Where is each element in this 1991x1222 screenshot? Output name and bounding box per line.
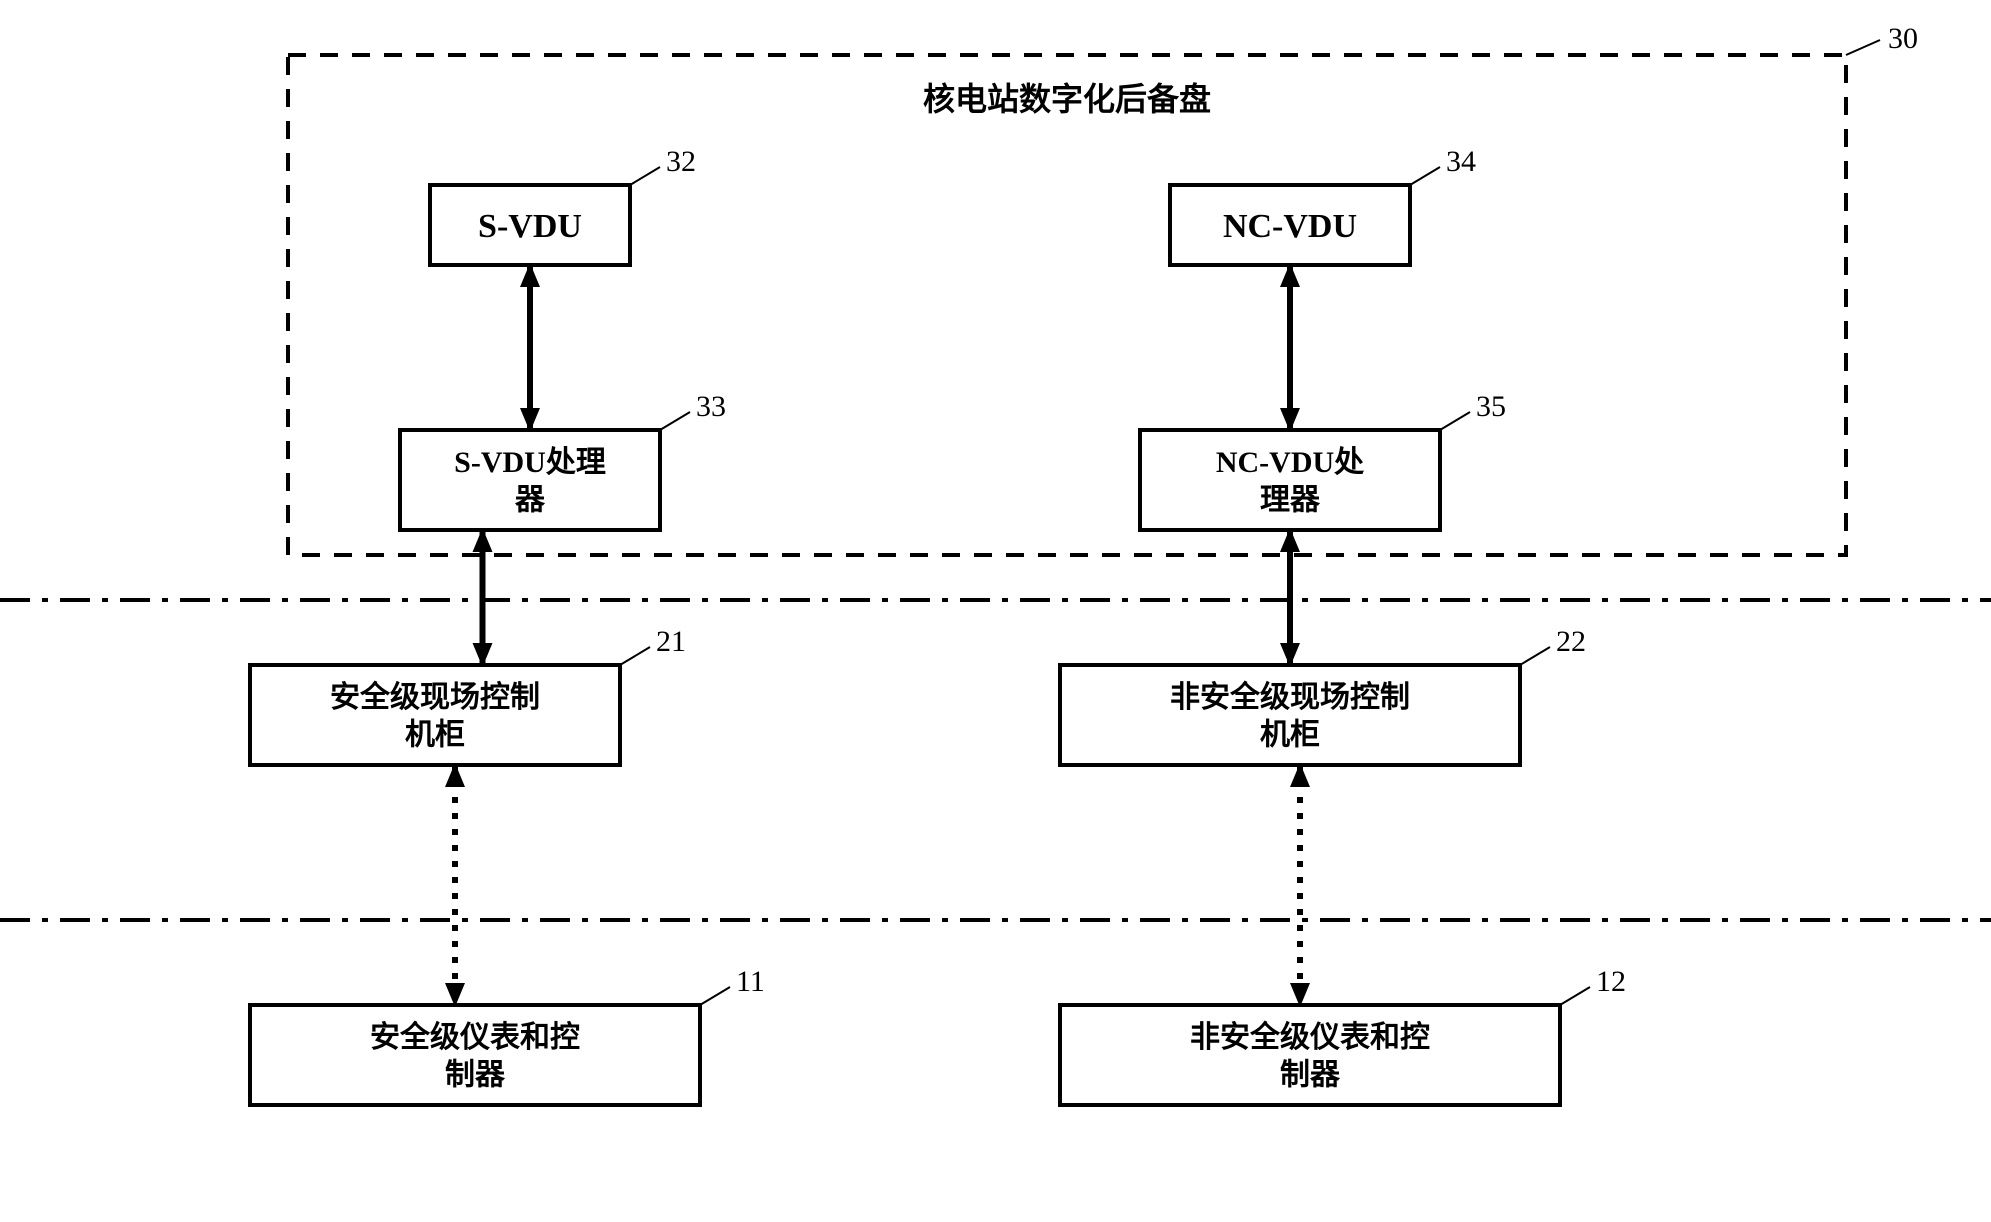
callout-label-11: 11 bbox=[736, 965, 765, 998]
callout-tick bbox=[1846, 40, 1880, 55]
callout-tick-ncvdu bbox=[1410, 167, 1440, 185]
node-label-svdup-line2: 器 bbox=[514, 483, 546, 516]
node-label-nsafecab-line2: 机柜 bbox=[1260, 718, 1320, 751]
node-label-nsafeinst-line1: 非安全级仪表和控 bbox=[1190, 1020, 1430, 1054]
node-label-safeinst-line1: 安全级仪表和控 bbox=[370, 1020, 580, 1054]
callout-label-21: 21 bbox=[656, 625, 686, 658]
node-label-safeinst-line2: 制器 bbox=[445, 1058, 506, 1091]
callout-tick-ncvdup bbox=[1440, 412, 1470, 430]
callout-tick-safecab bbox=[620, 647, 650, 665]
callout-label-30: 30 bbox=[1888, 22, 1918, 55]
system-diagram: 核电站数字化后备盘 30 S-VDU 32 NC-VDU 34 S-VDU处理器 33 NC-V… bbox=[0, 0, 1991, 1222]
node-label-ncvdup-line2: 理器 bbox=[1260, 483, 1321, 516]
node-label-nsafecab-line1: 非安全级现场控制 bbox=[1170, 680, 1410, 714]
callout-tick-svdup bbox=[660, 412, 690, 430]
callout-label-33: 33 bbox=[696, 390, 726, 423]
node-label-ncvdu: NC-VDU bbox=[1223, 208, 1357, 245]
callout-tick-nsafeinst bbox=[1560, 987, 1590, 1005]
node-label-svdup-line1: S-VDU处理 bbox=[454, 446, 606, 479]
node-label-nsafeinst-line2: 制器 bbox=[1280, 1058, 1341, 1091]
callout-label-35: 35 bbox=[1476, 390, 1506, 423]
callout-tick-nsafecab bbox=[1520, 647, 1550, 665]
callout-label-22: 22 bbox=[1556, 625, 1586, 658]
node-label-svdu: S-VDU bbox=[478, 208, 582, 245]
callout-tick-safeinst bbox=[700, 987, 730, 1005]
callout-label-34: 34 bbox=[1446, 145, 1476, 178]
node-label-safecab-line1: 安全级现场控制 bbox=[330, 680, 540, 714]
callout-tick-svdu bbox=[630, 167, 660, 185]
node-label-safecab-line2: 机柜 bbox=[405, 718, 465, 751]
backup-panel-title: 核电站数字化后备盘 bbox=[923, 81, 1211, 117]
callout-label-32: 32 bbox=[666, 145, 696, 178]
node-label-ncvdup-line1: NC-VDU处 bbox=[1216, 446, 1364, 479]
callout-label-12: 12 bbox=[1596, 965, 1626, 998]
